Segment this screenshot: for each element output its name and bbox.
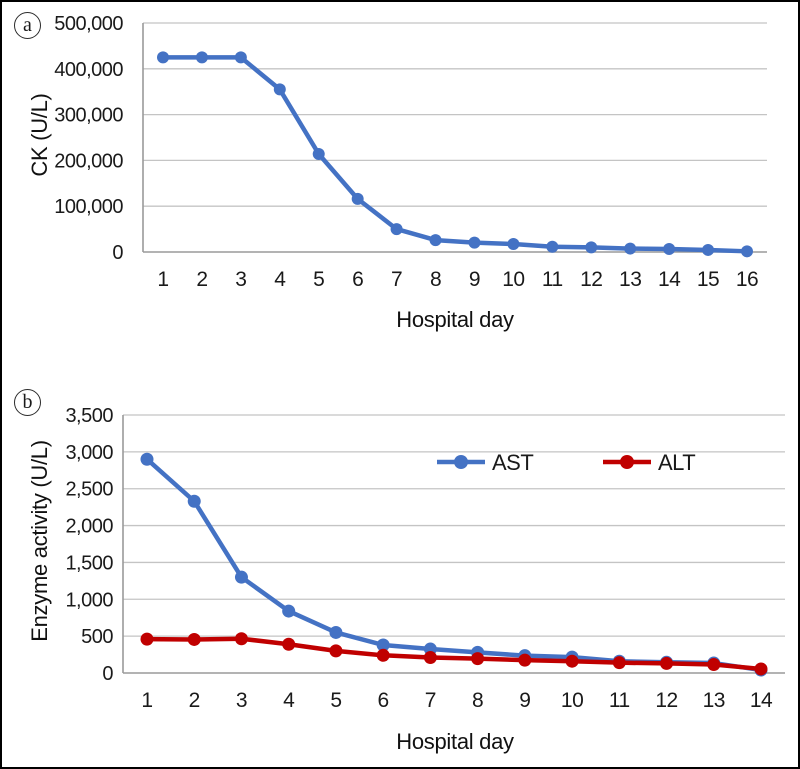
alt-data-marker bbox=[376, 648, 390, 662]
alt-data-marker bbox=[707, 658, 721, 672]
y-tick-label: 2,000 bbox=[65, 516, 113, 538]
x-tick-label: 11 bbox=[542, 268, 563, 291]
x-tick-label: 7 bbox=[425, 689, 436, 712]
alt-data-marker bbox=[234, 632, 248, 646]
alt-data-marker bbox=[187, 632, 201, 646]
ck-data-marker bbox=[351, 192, 364, 205]
ck-series-line bbox=[160, 55, 750, 254]
x-tick-label: 12 bbox=[655, 689, 677, 712]
alt-data-marker bbox=[565, 654, 579, 668]
panel-letter-b-text: b bbox=[22, 391, 33, 413]
ck-data-marker bbox=[741, 245, 753, 258]
y-tick-label: 3,500 bbox=[65, 405, 113, 427]
x-tick-label: 6 bbox=[352, 268, 363, 291]
ast-data-marker bbox=[282, 604, 296, 618]
ck-data-marker bbox=[390, 223, 403, 236]
ck-data-marker bbox=[546, 240, 559, 253]
x-tick-label: 13 bbox=[703, 689, 725, 712]
y-tick-label: 500 bbox=[81, 626, 113, 648]
x-tick-label: 2 bbox=[189, 689, 200, 712]
y-tick-label: 100,000 bbox=[54, 196, 123, 218]
legend-marker-ast bbox=[454, 455, 468, 469]
x-tick-label: 14 bbox=[658, 268, 681, 291]
x-tick-label: 10 bbox=[561, 689, 583, 712]
alt-data-marker bbox=[660, 656, 674, 670]
ck-data-marker bbox=[157, 51, 169, 64]
ast-data-marker bbox=[376, 638, 390, 652]
y-tick-label: 1,000 bbox=[65, 589, 113, 611]
ck-data-marker bbox=[468, 236, 481, 249]
y-axis-title-ck: CK (U/L) bbox=[27, 93, 52, 177]
x-tick-label: 14 bbox=[750, 689, 773, 712]
x-tick-label: 9 bbox=[469, 268, 480, 291]
x-tick-label: 8 bbox=[472, 689, 483, 712]
alt-data-marker bbox=[612, 656, 626, 670]
ck-data-marker bbox=[585, 241, 598, 254]
x-tick-label: 13 bbox=[619, 268, 641, 291]
ast-data-marker bbox=[187, 494, 201, 508]
ast-data-marker bbox=[140, 452, 154, 466]
y-axis-title-enzyme: Enzyme activity (U/L) bbox=[27, 440, 52, 642]
alt-data-marker bbox=[471, 652, 485, 666]
x-tick-label: 4 bbox=[274, 268, 286, 291]
legend-label-ast: AST bbox=[492, 450, 533, 475]
x-tick-label: 7 bbox=[391, 268, 402, 291]
alt-data-marker bbox=[518, 653, 532, 667]
x-tick-label: 3 bbox=[236, 689, 247, 712]
panel-letter-b: b bbox=[14, 389, 41, 416]
x-tick-label: 12 bbox=[580, 268, 602, 291]
y-tick-label: 0 bbox=[112, 242, 123, 264]
panel-b: 0 500 1,000 1,500 2,000 2,500 3,000 3,500 1 2 3 4 5 6… bbox=[2, 380, 798, 767]
x-tick-label: 5 bbox=[330, 689, 341, 712]
x-tick-label: 5 bbox=[313, 268, 324, 291]
y-tick-label: 2,500 bbox=[65, 479, 113, 501]
alt-series-line bbox=[144, 636, 764, 672]
ck-data-marker bbox=[234, 51, 247, 64]
x-tick-label: 9 bbox=[519, 689, 530, 712]
alt-data-marker bbox=[754, 662, 768, 676]
panel-letter-a-text: a bbox=[23, 14, 32, 36]
y-tick-label: 3,000 bbox=[65, 442, 113, 464]
x-tick-label: 4 bbox=[283, 689, 295, 712]
x-axis-title-a: Hospital day bbox=[396, 307, 514, 332]
y-tick-label: 0 bbox=[102, 663, 113, 685]
ck-data-marker bbox=[702, 243, 715, 256]
alt-data-marker bbox=[282, 637, 296, 651]
panel-letter-a: a bbox=[14, 12, 41, 39]
ast-data-marker bbox=[329, 625, 343, 639]
x-tick-label: 16 bbox=[736, 268, 758, 291]
y-tick-label: 300,000 bbox=[54, 105, 123, 127]
alt-data-marker bbox=[140, 632, 154, 646]
y-tick-label: 500,000 bbox=[54, 13, 123, 35]
x-tick-label: 3 bbox=[235, 268, 246, 291]
y-tick-label: 200,000 bbox=[54, 150, 123, 172]
x-tick-label: 15 bbox=[697, 268, 719, 291]
x-tick-label: 11 bbox=[609, 689, 630, 712]
ast-data-marker bbox=[234, 570, 248, 584]
ck-data-marker bbox=[273, 83, 286, 96]
x-axis-title-b: Hospital day bbox=[396, 729, 514, 754]
ck-data-marker bbox=[663, 243, 676, 256]
panel-a: 0 100,000 200,000 300,000 400,000 500,000 1 2 3 4… bbox=[2, 2, 798, 347]
y-tick-label: 400,000 bbox=[54, 59, 123, 81]
x-tick-label: 6 bbox=[378, 689, 389, 712]
x-tick-label: 8 bbox=[430, 268, 441, 291]
ck-data-marker bbox=[507, 237, 520, 250]
ck-data-marker bbox=[429, 234, 442, 247]
ck-data-marker bbox=[312, 147, 325, 160]
x-tick-label: 2 bbox=[196, 268, 207, 291]
alt-data-marker bbox=[329, 644, 343, 658]
ck-data-marker bbox=[624, 242, 637, 255]
x-tick-label: 1 bbox=[141, 689, 152, 712]
x-tick-label: 10 bbox=[502, 268, 524, 291]
x-tick-label: 1 bbox=[157, 268, 168, 291]
legend-label-alt: ALT bbox=[658, 450, 695, 475]
legend-marker-alt bbox=[620, 455, 634, 469]
alt-data-marker bbox=[423, 651, 437, 665]
y-tick-label: 1,500 bbox=[65, 552, 113, 574]
ck-data-marker bbox=[195, 51, 208, 64]
